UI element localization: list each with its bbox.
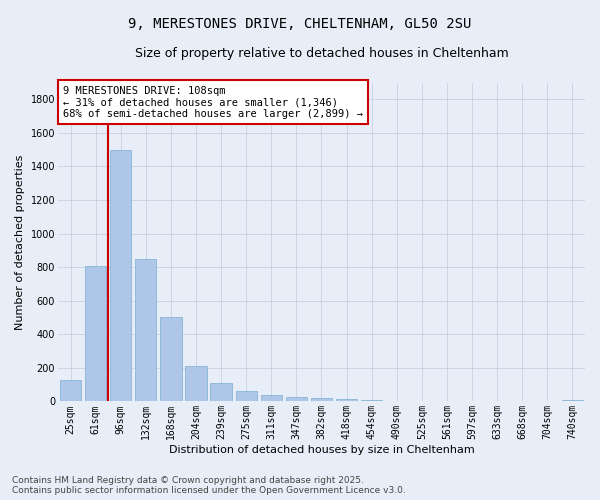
Bar xyxy=(311,398,332,402)
Bar xyxy=(135,258,157,402)
Bar xyxy=(286,396,307,402)
Text: 9, MERESTONES DRIVE, CHELTENHAM, GL50 2SU: 9, MERESTONES DRIVE, CHELTENHAM, GL50 2S… xyxy=(128,18,472,32)
Bar xyxy=(562,400,583,402)
X-axis label: Distribution of detached houses by size in Cheltenham: Distribution of detached houses by size … xyxy=(169,445,475,455)
Bar xyxy=(160,318,182,402)
Y-axis label: Number of detached properties: Number of detached properties xyxy=(15,154,25,330)
Bar xyxy=(236,392,257,402)
Bar xyxy=(85,266,106,402)
Text: Contains HM Land Registry data © Crown copyright and database right 2025.
Contai: Contains HM Land Registry data © Crown c… xyxy=(12,476,406,495)
Bar xyxy=(110,150,131,402)
Bar xyxy=(386,400,407,402)
Title: Size of property relative to detached houses in Cheltenham: Size of property relative to detached ho… xyxy=(134,48,508,60)
Bar xyxy=(60,380,81,402)
Bar xyxy=(185,366,206,402)
Bar xyxy=(336,399,357,402)
Text: 9 MERESTONES DRIVE: 108sqm
← 31% of detached houses are smaller (1,346)
68% of s: 9 MERESTONES DRIVE: 108sqm ← 31% of deta… xyxy=(63,86,363,119)
Bar xyxy=(361,400,382,402)
Bar xyxy=(411,401,433,402)
Bar xyxy=(260,394,282,402)
Bar xyxy=(211,383,232,402)
